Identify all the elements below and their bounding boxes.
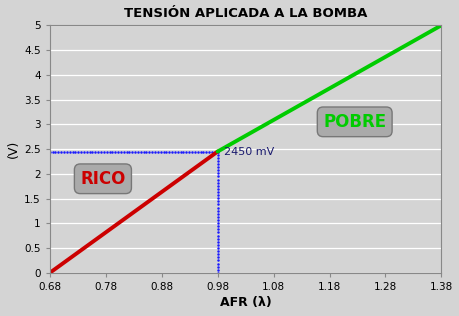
Text: POBRE: POBRE <box>322 113 386 131</box>
X-axis label: AFR (λ): AFR (λ) <box>219 296 271 309</box>
Text: RICO: RICO <box>80 170 125 188</box>
Title: TENSIÓN APLICADA A LA BOMBA: TENSIÓN APLICADA A LA BOMBA <box>123 7 366 20</box>
Text: 2450 mV: 2450 mV <box>224 147 274 156</box>
Y-axis label: (V): (V) <box>7 140 20 158</box>
